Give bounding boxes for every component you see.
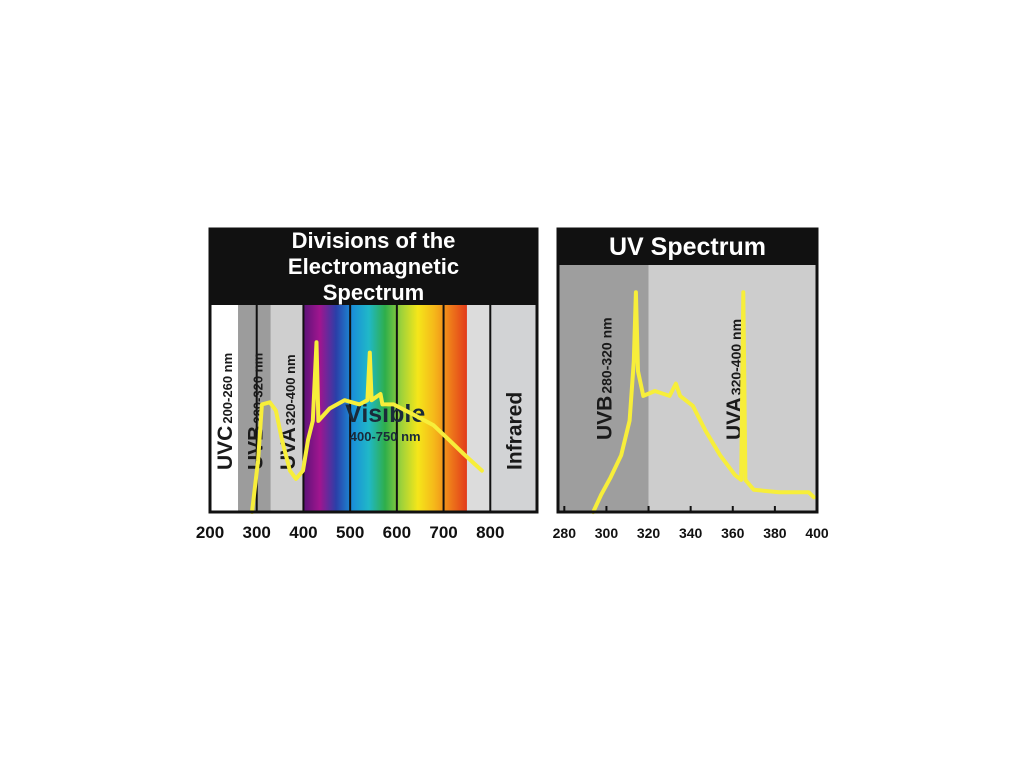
region-label: Visible 400-750 nm [345,400,425,444]
region-range: 320-400 nm [283,354,298,425]
x-tick-label: 380 [763,525,787,541]
x-tick-label: 340 [679,525,703,541]
x-tick-label: 800 [476,523,504,542]
region-range: 280-320 nm [598,317,614,393]
title-box: UV Spectrum [609,233,766,261]
x-tick-label: 700 [429,523,457,542]
region-range: 320-400 nm [728,319,744,395]
chart-title: UV Spectrum [609,233,766,261]
region-name: UVC [214,426,237,470]
region [210,305,239,512]
region-range: 400-750 nm [350,429,421,444]
x-tick-label: 360 [721,525,745,541]
region-name: UVB [593,396,616,440]
x-tick-label: 300 [595,525,619,541]
x-tick-label: 200 [196,523,224,542]
frame [556,227,819,514]
spectrum-line [250,340,484,514]
frame [208,227,539,514]
x-tick-label: 400 [805,525,829,541]
chart-title: Divisions of the Electromagnetic Spectru… [287,229,460,305]
x-tick-label: 320 [637,525,661,541]
header [558,229,817,265]
title-box: Divisions of the Electromagnetic Spectru… [287,229,460,305]
x-tick-label: 500 [336,523,364,542]
region [490,305,537,512]
region-label: Infrared [504,392,527,470]
x-tick-label: 300 [243,523,271,542]
x-tick-label: 400 [289,523,317,542]
spectrum-line [591,290,816,514]
region-label: UVC 200-260 nm [214,353,237,470]
region-name: Infrared [504,392,527,470]
region-label: UVB 280-320 nm [593,317,616,440]
x-tick-label: 280 [553,525,577,541]
header [210,229,537,305]
region-range: 200-260 nm [220,353,235,424]
region-label: UVA320-400 nm [277,354,300,470]
x-tick-label: 600 [383,523,411,542]
